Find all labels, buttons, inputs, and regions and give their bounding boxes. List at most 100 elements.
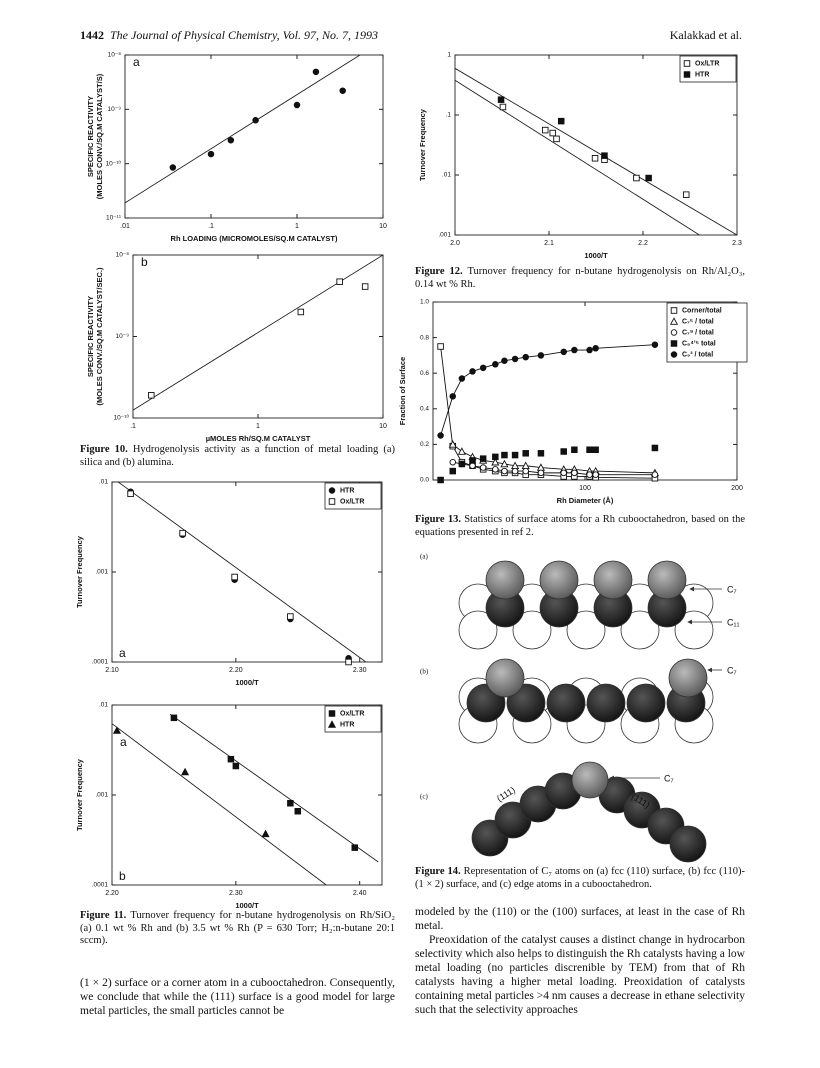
x-tick-label: 10 xyxy=(379,223,387,230)
x-tick-label: 2.30 xyxy=(353,667,367,674)
y-tick-label: 10⁻¹¹ xyxy=(106,215,122,222)
y-tick-label: .01 xyxy=(99,702,108,709)
legend-label: Corner/total xyxy=(682,307,722,314)
marker xyxy=(148,392,155,399)
marker xyxy=(670,351,678,358)
marker xyxy=(670,307,678,314)
marker xyxy=(499,103,507,111)
y-tick-label: .001 xyxy=(95,792,108,799)
marker xyxy=(651,341,659,348)
marker xyxy=(458,460,466,468)
legend-label: Ox/LTR xyxy=(340,710,364,717)
caption-label: Figure 14. xyxy=(415,866,461,877)
marker xyxy=(670,340,678,347)
body-text: modeled by the (110) or the (100) surfac… xyxy=(415,905,745,1017)
body-text: (1 × 2) surface or a corner atom in a cu… xyxy=(80,976,395,1018)
marker xyxy=(601,152,608,159)
c7-atoms xyxy=(485,658,708,698)
marker xyxy=(586,446,593,453)
y-tick-label: 10⁻¹⁰ xyxy=(106,159,122,167)
caption-text: Turnover frequency for n-butane hydrogen… xyxy=(80,910,395,946)
marker xyxy=(437,476,444,484)
marker xyxy=(328,498,336,505)
figure-14 xyxy=(458,560,722,863)
panel-label: (b) xyxy=(420,668,429,676)
marker xyxy=(328,487,336,494)
caption: Figure 12. Turnover frequency for n-buta… xyxy=(415,266,745,291)
c7-label: C₇ xyxy=(727,584,737,594)
x-axis-label: 1000/T xyxy=(584,251,608,260)
marker xyxy=(449,467,457,475)
marker xyxy=(537,450,545,457)
x-axis-label: 1000/T xyxy=(235,678,259,687)
marker xyxy=(511,451,519,459)
panel-label: a xyxy=(120,735,127,749)
marker xyxy=(112,726,122,734)
marker xyxy=(571,346,578,354)
c7-label: C₇ xyxy=(727,665,737,675)
caption-text: Statistics of surface atoms for a Rh cub… xyxy=(415,514,745,538)
x-tick-label: 2.40 xyxy=(353,890,367,897)
x-tick-label: 100 xyxy=(579,485,591,492)
marker xyxy=(500,459,509,468)
marker xyxy=(469,462,476,470)
marker xyxy=(181,767,190,776)
marker xyxy=(571,469,578,477)
x-tick-label: .01 xyxy=(120,223,130,230)
caption-label: Figure 11. xyxy=(80,910,127,921)
marker xyxy=(336,278,343,285)
marker xyxy=(682,191,690,198)
c7-label: C₇ xyxy=(664,773,674,783)
chart: 2.0 2.1 2.2 2.3 .001 .01 .1 1 1000/T Turnover Fre… xyxy=(418,52,742,260)
caption: Figure 10. Hydrogenolysis activity as a … xyxy=(80,444,395,469)
marker xyxy=(683,71,691,78)
panel-label: b xyxy=(119,869,126,883)
caption: Figure 14. Representation of C₇ atoms on… xyxy=(415,866,745,891)
marker xyxy=(479,464,487,471)
y-tick-label: 10⁻⁸ xyxy=(108,52,122,59)
caption-label: Figure 12. xyxy=(415,266,463,277)
marker xyxy=(458,375,466,382)
marker xyxy=(339,87,346,94)
chart: 2.20 2.30 2.40 .0001 .001 .01 1000/T Turnover F… xyxy=(75,702,383,910)
marker xyxy=(127,490,134,498)
y-tick-label: 0.4 xyxy=(420,406,429,413)
y-axis-label: SPECIFIC REACTIVITY xyxy=(86,296,95,377)
paragraph: modeled by the (110) or the (100) surfac… xyxy=(415,906,745,932)
marker xyxy=(207,150,215,158)
fit-line xyxy=(454,79,700,236)
marker xyxy=(541,126,549,134)
marker xyxy=(670,329,678,336)
marker xyxy=(537,469,545,477)
panel-label: a xyxy=(133,55,140,69)
marker xyxy=(287,613,294,620)
y-tick-label: 0.6 xyxy=(420,370,429,377)
marker xyxy=(437,343,444,350)
legend-label: C₈⁴ʼ⁵ total xyxy=(682,340,716,347)
x-tick-label: 2.10 xyxy=(105,667,119,674)
y-axis-label: Turnover Frequency xyxy=(75,758,84,831)
marker xyxy=(592,471,599,478)
marker xyxy=(537,352,545,359)
y-tick-label: .1 xyxy=(446,112,452,119)
y-tick-label: 1 xyxy=(447,52,451,59)
y-axis-label: Turnover Frequency xyxy=(75,535,84,608)
marker xyxy=(560,348,567,356)
marker xyxy=(651,444,659,452)
panel-label: a xyxy=(119,646,126,660)
chart: 100 200 0.0 0.2 0.4 0.6 0.8 1.0 Rh Diameter (Å) F… xyxy=(398,299,748,505)
x-tick-label: .1 xyxy=(130,423,136,430)
marker xyxy=(227,136,235,144)
edge-atoms xyxy=(471,772,707,863)
legend-label: HTR xyxy=(695,71,709,78)
marker xyxy=(586,346,593,354)
marker xyxy=(328,710,336,717)
panel-label: b xyxy=(141,255,148,269)
c7-atom xyxy=(571,761,609,799)
marker xyxy=(645,174,652,182)
legend-label: C₇⁹ / total xyxy=(682,329,714,336)
y-axis-label: (MOLES CONV./SQ.M CATALYST/SEC.) xyxy=(95,267,104,405)
marker xyxy=(501,451,508,459)
marker xyxy=(591,155,599,162)
